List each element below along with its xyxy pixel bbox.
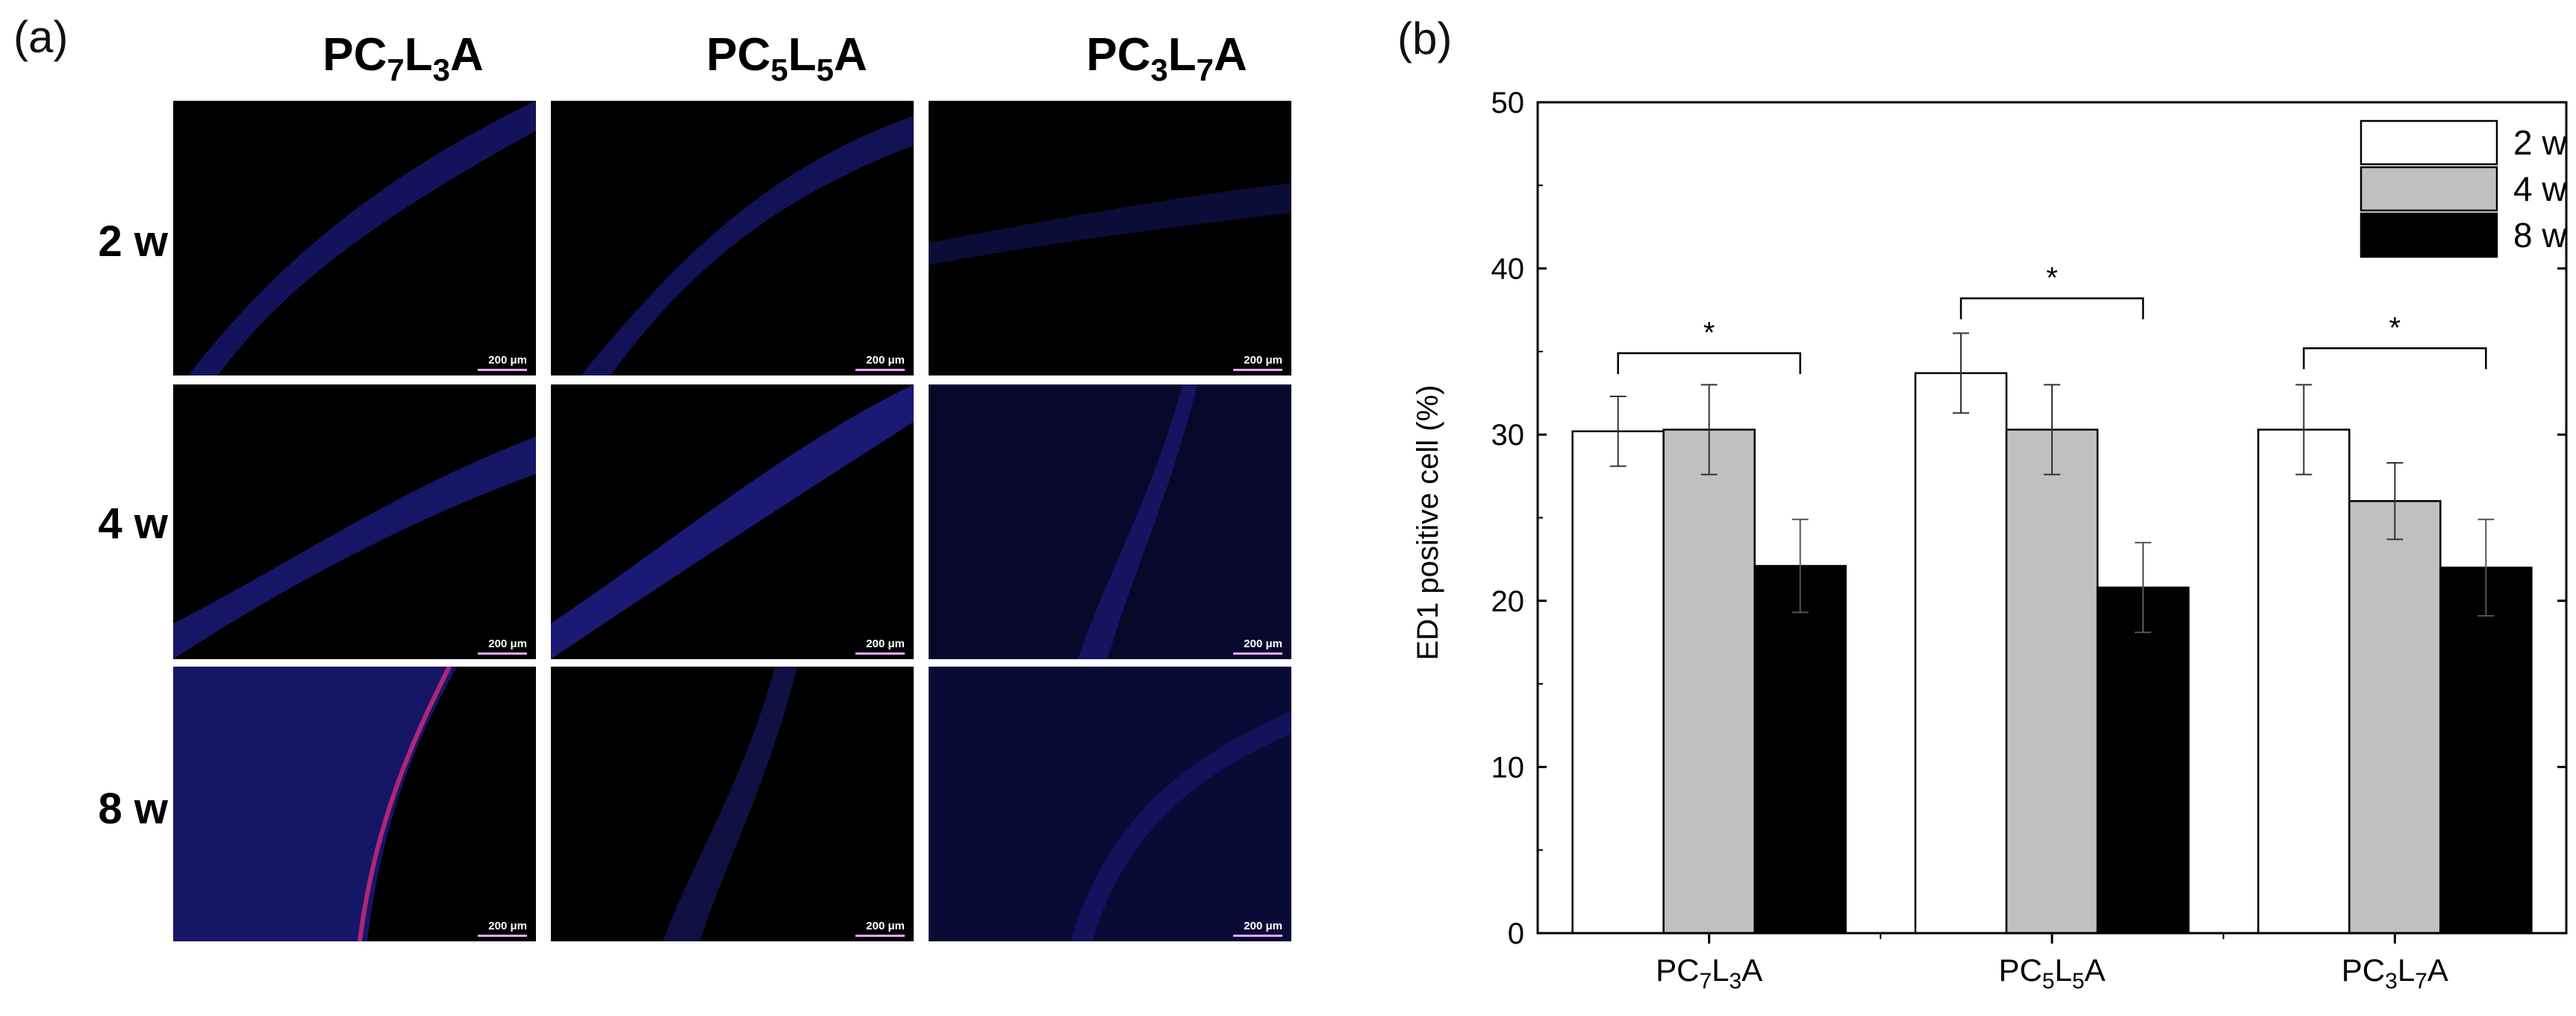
scale-bar-label: 200 μm <box>1244 638 1282 650</box>
y-tick-label: 30 <box>1491 419 1525 452</box>
tissue-band <box>581 116 914 375</box>
micrograph-r3-c1: 200 μm <box>173 667 536 941</box>
bar-chart: (b) 0 10 20 30 40 50 PC7L3A PC5L5A PC3L7A * * * 2 w 4… <box>1397 13 2568 994</box>
significance-star: * <box>2046 262 2058 295</box>
tissue-band <box>663 667 797 941</box>
scale-bar <box>478 652 527 655</box>
row-heading-4w: 4 w <box>98 499 169 548</box>
row-heading-2w: 2 w <box>98 217 169 266</box>
micrograph-r1-c1: 200 μm <box>173 101 536 375</box>
bar-2w <box>1571 430 1665 935</box>
y-tick-label: 10 <box>1491 751 1525 784</box>
scale-bar <box>1233 935 1282 937</box>
tissue-band <box>929 183 1291 265</box>
micrograph-r3-c3: 200 μm <box>929 667 1291 941</box>
tissue-band <box>929 384 1291 659</box>
tissue-band <box>188 101 536 375</box>
y-tick-label: 40 <box>1491 253 1525 286</box>
scale-bar <box>855 652 905 655</box>
micrograph-r2-c3: 200 μm <box>929 384 1291 659</box>
x-tick-label: PC5L5A <box>1998 953 2105 994</box>
scale-bar <box>478 935 527 937</box>
legend-label: 8 w <box>2513 216 2567 255</box>
scale-bar-label: 200 μm <box>488 638 527 650</box>
row-heading-8w: 8 w <box>98 785 169 833</box>
scale-bar-label: 200 μm <box>866 920 905 932</box>
panel-a-label: (a) <box>13 12 69 62</box>
column-heading-3: PC3L7A <box>1086 29 1247 87</box>
scale-bar-label: 200 μm <box>488 920 527 932</box>
scale-bar <box>855 369 905 371</box>
y-tick-label: 50 <box>1491 87 1525 119</box>
legend-swatch <box>2360 166 2498 212</box>
scale-bar <box>1233 652 1282 655</box>
bar-8w <box>1753 564 1847 935</box>
bar-4w <box>2005 428 2099 935</box>
significance-bracket <box>1617 352 1801 375</box>
tissue-band <box>173 667 457 941</box>
panel-b-label: (b) <box>1397 13 1452 63</box>
significance-star: * <box>2389 311 2401 344</box>
bar-2w <box>2257 428 2351 935</box>
legend-swatch <box>2360 119 2498 166</box>
micrograph-r2-c1: 200 μm <box>173 384 536 659</box>
significance-bracket <box>1959 297 2145 320</box>
scale-bar <box>855 935 905 937</box>
scale-bar-label: 200 μm <box>1244 920 1282 932</box>
column-heading-1: PC7L3A <box>322 29 484 87</box>
bar-4w <box>2348 499 2442 935</box>
micrograph-r2-c2: 200 μm <box>551 384 914 659</box>
scale-bar-label: 200 μm <box>866 638 905 650</box>
legend-swatch <box>2360 212 2498 258</box>
tissue-band <box>173 437 536 659</box>
scale-bar-label: 200 μm <box>1244 354 1282 367</box>
micrograph-r1-c2: 200 μm <box>551 101 914 375</box>
scale-bar-label: 200 μm <box>488 354 527 367</box>
scale-bar <box>1233 369 1282 371</box>
y-tick-label: 20 <box>1491 585 1525 618</box>
bar-2w <box>1914 372 2008 935</box>
scale-bar-label: 200 μm <box>866 354 905 367</box>
plot-frame <box>1536 101 2568 935</box>
micrograph-r1-c3: 200 μm <box>929 101 1291 375</box>
bar-8w <box>2439 567 2533 935</box>
y-axis-label: ED1 positive cell (%) <box>1412 384 1444 660</box>
bar-8w <box>2096 586 2190 935</box>
y-tick-label: 0 <box>1508 917 1524 950</box>
significance-bracket <box>2303 347 2487 370</box>
x-tick-label: PC3L7A <box>2342 953 2448 994</box>
bar-4w <box>1662 428 1756 935</box>
column-heading-2: PC5L5A <box>706 29 867 87</box>
significance-star: * <box>1703 317 1715 349</box>
scale-bar <box>478 369 527 371</box>
tissue-band <box>929 667 1291 941</box>
tissue-band <box>551 384 914 659</box>
x-tick-label: PC7L3A <box>1656 953 1762 994</box>
micrograph-r3-c2: 200 μm <box>551 667 914 941</box>
legend-label: 2 w <box>2513 123 2567 162</box>
legend-label: 4 w <box>2513 169 2567 208</box>
